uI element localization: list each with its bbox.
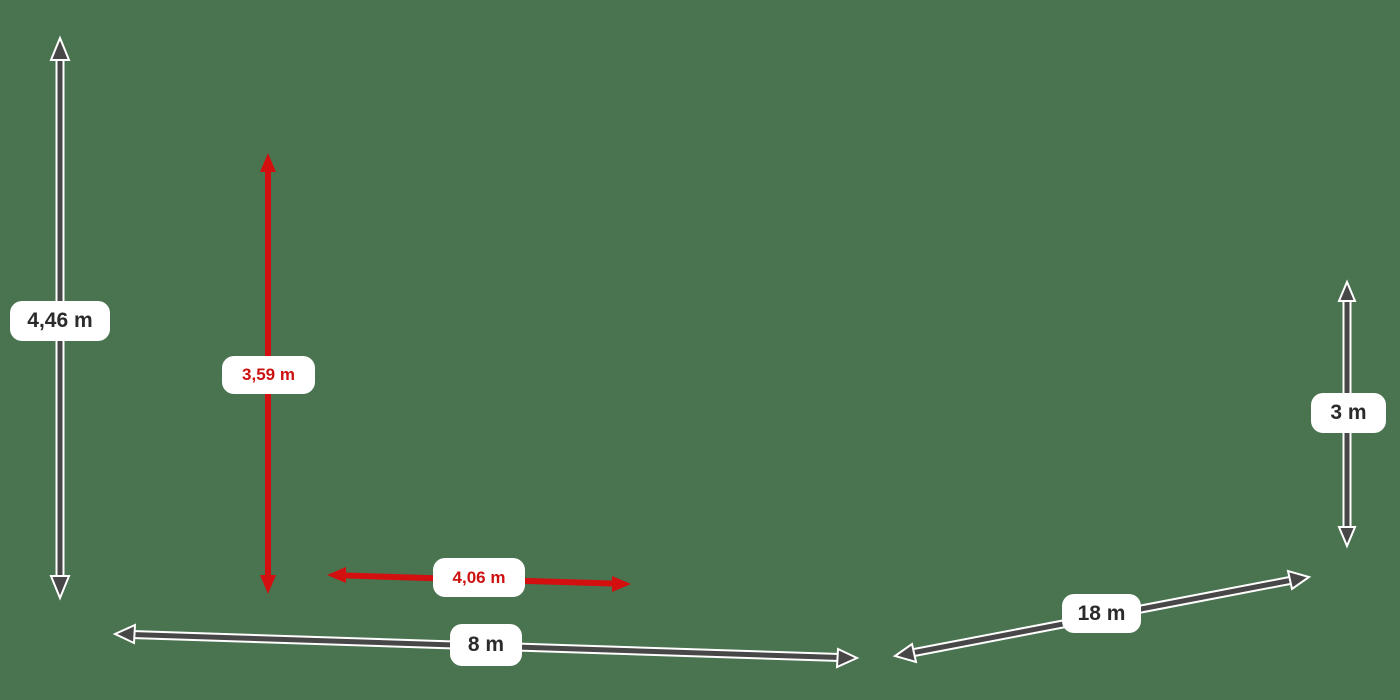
- arrowhead-down-icon: [49, 575, 71, 601]
- dimension-label-diag-right: 18 m: [1062, 594, 1141, 633]
- arrowhead-up-icon: [1337, 279, 1357, 302]
- arrowhead-right-icon: [612, 576, 631, 592]
- arrowhead-up-icon: [49, 35, 71, 61]
- arrowhead-left-icon: [892, 642, 918, 664]
- dimension-label-height-left: 4,46 m: [10, 301, 110, 341]
- arrowhead-left-icon: [327, 567, 346, 583]
- dimension-label-width-bottom: 8 m: [450, 624, 522, 666]
- dimension-label-width-red: 4,06 m: [433, 558, 525, 597]
- arrowhead-left-icon: [112, 623, 137, 645]
- arrowhead-down-icon: [1337, 526, 1357, 549]
- arrowhead-down-icon: [260, 575, 276, 594]
- arrowhead-right-icon: [1286, 569, 1312, 591]
- dimension-label-height-red: 3,59 m: [222, 356, 315, 394]
- arrowhead-up-icon: [260, 153, 276, 172]
- dimension-label-height-right: 3 m: [1311, 393, 1386, 433]
- arrowhead-right-icon: [835, 647, 860, 669]
